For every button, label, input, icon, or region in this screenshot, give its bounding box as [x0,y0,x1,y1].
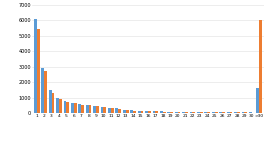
Bar [256,88,259,113]
Bar [63,101,66,113]
Bar [111,108,114,113]
Bar [207,112,210,113]
Bar [215,112,218,113]
Bar [123,110,126,113]
Bar [160,111,163,113]
Bar [175,112,178,113]
Bar [212,112,215,113]
Bar [56,97,59,113]
Bar [244,112,247,113]
Bar [101,107,104,113]
Bar [81,105,84,113]
Bar [145,111,148,113]
Bar [178,112,180,113]
Bar [104,107,106,113]
Bar [140,111,143,113]
Bar [242,112,244,113]
Bar [259,20,262,113]
Bar [167,112,170,113]
Bar [89,106,91,113]
Bar [52,93,54,113]
Bar [37,30,40,113]
Bar [138,111,140,113]
Bar [182,112,185,113]
Bar [49,90,52,113]
Bar [155,111,158,113]
Bar [108,108,111,113]
Bar [234,112,237,113]
Bar [190,112,192,113]
Bar [185,112,188,113]
Bar [78,104,81,113]
Bar [204,112,207,113]
Bar [59,99,62,113]
Bar [148,111,151,113]
Bar [229,112,232,113]
Bar [66,102,69,113]
Bar [74,103,77,113]
Bar [249,112,252,113]
Bar [86,105,89,113]
Bar [133,111,136,113]
Bar [115,108,118,113]
Bar [227,112,229,113]
Bar [192,112,195,113]
Bar [153,111,155,113]
Bar [93,106,96,113]
Bar [118,109,121,113]
Bar [96,106,99,113]
Bar [222,112,225,113]
Bar [71,103,74,113]
Bar [237,112,240,113]
Bar [219,112,222,113]
Bar [170,112,173,113]
Bar [130,110,133,113]
Bar [44,71,47,113]
Bar [34,19,37,113]
Bar [163,112,166,113]
Bar [200,112,203,113]
Bar [126,110,129,113]
Bar [41,68,44,113]
Bar [197,112,200,113]
